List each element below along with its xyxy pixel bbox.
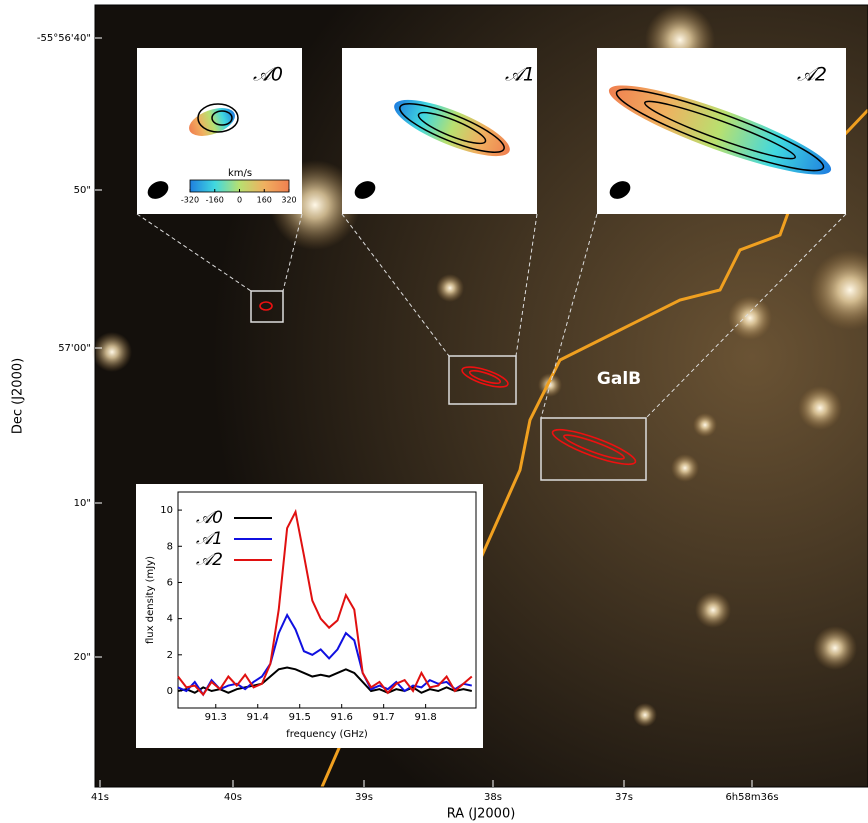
x-tick-label: 37s <box>615 792 633 803</box>
colorbar-tick-label: 160 <box>257 196 272 205</box>
x-tick-label: 91.7 <box>373 712 395 723</box>
x-axis-label: RA (J2000) <box>447 807 516 822</box>
colorbar-tick-label: 0 <box>237 196 242 205</box>
spectrum-line <box>177 612 473 697</box>
inset-label: 𝒜0 <box>253 64 283 86</box>
x-tick-label: 91.6 <box>331 712 353 723</box>
x-tick-label: 41s <box>91 792 109 803</box>
y-tick-label: 57'00" <box>58 343 91 354</box>
velocity-insets <box>137 48 846 214</box>
x-tick-label: 38s <box>484 792 502 803</box>
plot-frame <box>177 491 477 709</box>
contours <box>259 301 637 466</box>
galaxies <box>92 5 868 727</box>
spectrum-line <box>177 666 473 694</box>
galaxy-label: GalB <box>597 369 641 389</box>
legend-label: 𝒜2 <box>196 550 223 570</box>
y-tick-label: 0 <box>167 686 173 697</box>
y-tick-label: 10" <box>74 498 91 509</box>
y-tick-label: 4 <box>167 614 173 625</box>
y-tick-label: 2 <box>167 650 173 661</box>
x-axis-label: frequency (GHz) <box>286 729 368 740</box>
spectrum-line <box>177 508 473 697</box>
y-tick-label: -55°56'40" <box>37 33 91 44</box>
zoom-boxes <box>136 213 847 481</box>
y-tick-label: 20" <box>74 652 91 663</box>
y-tick-label: 10 <box>160 505 173 516</box>
x-tick-label: 91.5 <box>289 712 311 723</box>
y-axis-label: Dec (J2000) <box>11 358 26 434</box>
sky-frame <box>94 4 868 788</box>
x-tick-label: 91.4 <box>247 712 269 723</box>
y-axis-label: flux density (mJy) <box>145 556 156 644</box>
x-tick-label: 40s <box>224 792 242 803</box>
inset-label: 𝒜2 <box>797 64 827 86</box>
y-tick-label: 6 <box>167 577 173 588</box>
colorbar-title: km/s <box>228 168 252 179</box>
x-tick-label: 91.8 <box>415 712 437 723</box>
x-tick-label: 39s <box>355 792 373 803</box>
inset-label: 𝒜1 <box>505 64 535 86</box>
x-tick-label: 6h58m36s <box>725 792 778 803</box>
legend-label: 𝒜0 <box>196 508 223 528</box>
y-tick-label: 50" <box>74 185 91 196</box>
x-tick-label: 91.3 <box>205 712 227 723</box>
colorbar-tick-label: -320 <box>181 196 199 205</box>
y-tick-label: 8 <box>167 541 173 552</box>
colorbar-tick-label: 320 <box>281 196 296 205</box>
legend-label: 𝒜1 <box>196 529 223 549</box>
colorbar-tick-label: -160 <box>206 196 224 205</box>
